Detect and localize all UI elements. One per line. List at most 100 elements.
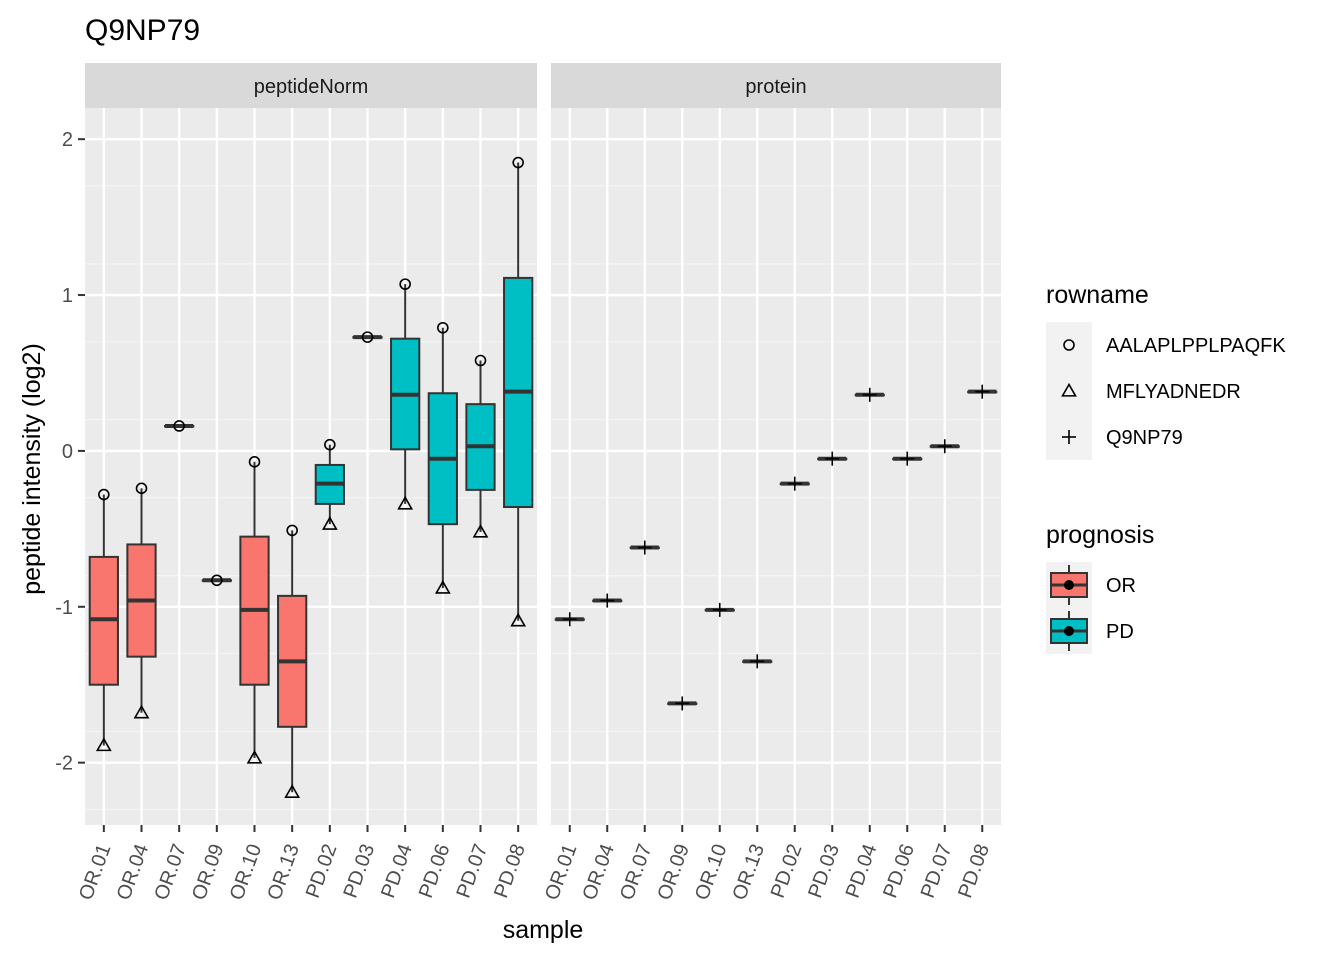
legend-label: AALAPLPPLPAQFK	[1106, 335, 1286, 357]
point-aalaplpplpaqfk-or-01	[98, 488, 110, 501]
y-tick-label: -2	[55, 753, 73, 775]
x-tick-label: PD.02	[302, 841, 342, 901]
legend-key-mflyadnedr	[1061, 382, 1077, 397]
box-peptidenorm-or-01	[88, 494, 119, 746]
box-peptidenorm-or-10	[239, 461, 270, 758]
point-q9np79-or-04	[600, 593, 615, 608]
point-aalaplpplpaqfk-or-09	[211, 574, 223, 587]
x-tick-label: OR.07	[616, 841, 656, 903]
point-aalaplpplpaqfk-pd-04	[399, 278, 411, 290]
x-axis-label: sample	[503, 916, 584, 944]
x-tick-label: OR.01	[75, 841, 115, 903]
y-tick-label: 1	[62, 285, 73, 307]
point-q9np79-pd-04	[862, 387, 877, 402]
y-axis-label: peptide intensity (log2)	[18, 343, 46, 595]
panel-background	[85, 108, 537, 825]
facet-strip-label: protein	[745, 76, 806, 98]
x-tick-label: OR.07	[150, 841, 190, 903]
y-tick-label: -1	[55, 597, 73, 619]
panel-peptidenorm: peptideNorm OR.01OR.04OR.07OR.09OR.10OR.1…	[55, 63, 537, 903]
legend-key-point	[1064, 626, 1074, 636]
legend-key-point	[1064, 580, 1074, 590]
point-aalaplpplpaqfk-or-07	[173, 420, 185, 432]
point-q9np79-or-13	[750, 654, 765, 669]
point-q9np79-pd-03	[825, 451, 840, 466]
box-peptidenorm-pd-03	[352, 335, 383, 340]
x-tick-label: PD.02	[767, 841, 807, 901]
point-mflyadnedr-pd-04	[397, 495, 414, 510]
x-tick-label: PD.06	[879, 841, 919, 901]
x-tick-label: PD.03	[804, 841, 844, 901]
x-tick-label: OR.10	[691, 841, 731, 903]
x-tick-label: OR.13	[263, 841, 303, 903]
point-aalaplpplpaqfk-pd-06	[437, 321, 449, 334]
point-q9np79-or-07	[637, 540, 652, 555]
x-tick-label: OR.04	[579, 841, 619, 903]
legend-label: OR	[1106, 575, 1136, 597]
facet-strip-protein	[551, 63, 1001, 108]
legend-prognosis: prognosis OR PD	[1046, 521, 1154, 654]
x-tick-label: PD.06	[415, 841, 455, 901]
point-q9np79-pd-02	[787, 476, 802, 491]
point-aalaplpplpaqfk-or-10	[248, 456, 261, 468]
legend-label: Q9NP79	[1106, 427, 1183, 449]
point-aalaplpplpaqfk-or-04	[135, 482, 148, 495]
point-q9np79-or-01	[562, 612, 577, 627]
point-mflyadnedr-pd-06	[434, 579, 451, 594]
legends: rowname AALAPLPPLPAQFK MFLYADNEDR Q9NP79 pro…	[1046, 281, 1286, 654]
x-tick-label: PD.07	[917, 841, 957, 901]
x-tick-label: OR.13	[729, 841, 769, 903]
legend-key-pd	[1050, 611, 1088, 651]
legend-key-or	[1050, 565, 1088, 605]
x-tick-label: PD.07	[453, 841, 493, 901]
point-q9np79-pd-07	[937, 439, 952, 454]
box-peptidenorm-pd-02	[314, 444, 345, 525]
x-tick-label: PD.08	[490, 841, 530, 901]
legend-label: PD	[1106, 621, 1134, 643]
chart-title: Q9NP79	[85, 14, 200, 47]
x-tick-label: OR.09	[654, 841, 694, 903]
x-tick-label: OR.04	[113, 841, 153, 903]
point-q9np79-pd-06	[900, 451, 915, 466]
x-tick-label: PD.08	[954, 841, 994, 901]
box-peptidenorm-pd-07	[465, 360, 496, 532]
facet-strip-label: peptideNorm	[254, 76, 369, 98]
point-aalaplpplpaqfk-pd-02	[324, 438, 336, 451]
point-aalaplpplpaqfk-or-13	[286, 524, 298, 537]
y-tick-label: 2	[62, 129, 73, 151]
facet-strip-peptidenorm	[85, 63, 537, 108]
point-mflyadnedr-or-04	[133, 704, 150, 719]
point-aalaplpplpaqfk-pd-03	[361, 331, 374, 343]
legend-rowname: rowname AALAPLPPLPAQFK MFLYADNEDR Q9NP79	[1046, 281, 1286, 460]
box-peptidenorm-or-07	[164, 423, 195, 428]
panel-background	[551, 108, 1001, 825]
point-q9np79-or-09	[675, 696, 690, 711]
x-tick-label: OR.01	[541, 841, 581, 903]
point-mflyadnedr-or-13	[284, 784, 301, 798]
point-mflyadnedr-pd-07	[472, 523, 489, 538]
box-peptidenorm-or-13	[277, 530, 308, 793]
legend-key-aalaplpplpaqfk	[1063, 339, 1075, 351]
point-mflyadnedr-pd-08	[510, 612, 527, 627]
legend-title: prognosis	[1046, 521, 1154, 549]
x-tick-label: PD.03	[340, 841, 380, 901]
legend-label: MFLYADNEDR	[1106, 381, 1241, 403]
facet-panels: peptideNormOR.01OR.04OR.07OR.09OR.10OR.1…	[55, 63, 1001, 903]
point-mflyadnedr-or-10	[246, 749, 263, 764]
point-aalaplpplpaqfk-pd-08	[512, 156, 524, 169]
box-peptidenorm-or-09	[201, 578, 232, 583]
x-tick-label: OR.09	[188, 841, 228, 903]
point-aalaplpplpaqfk-pd-07	[474, 354, 487, 367]
point-q9np79-pd-08	[975, 384, 990, 399]
x-tick-label: PD.04	[842, 841, 882, 901]
point-q9np79-or-10	[712, 602, 727, 617]
legend-key-q9np79	[1062, 430, 1076, 444]
x-tick-label: PD.04	[377, 841, 417, 901]
box-peptidenorm-pd-06	[427, 327, 458, 589]
box-peptidenorm-pd-04	[390, 284, 421, 504]
legend-title: rowname	[1046, 281, 1149, 309]
box-peptidenorm-pd-08	[503, 162, 534, 621]
panel-protein: proteinOR.01OR.04OR.07OR.09OR.10OR.13PD.…	[541, 63, 1001, 903]
box-peptidenorm-or-04	[126, 488, 157, 713]
